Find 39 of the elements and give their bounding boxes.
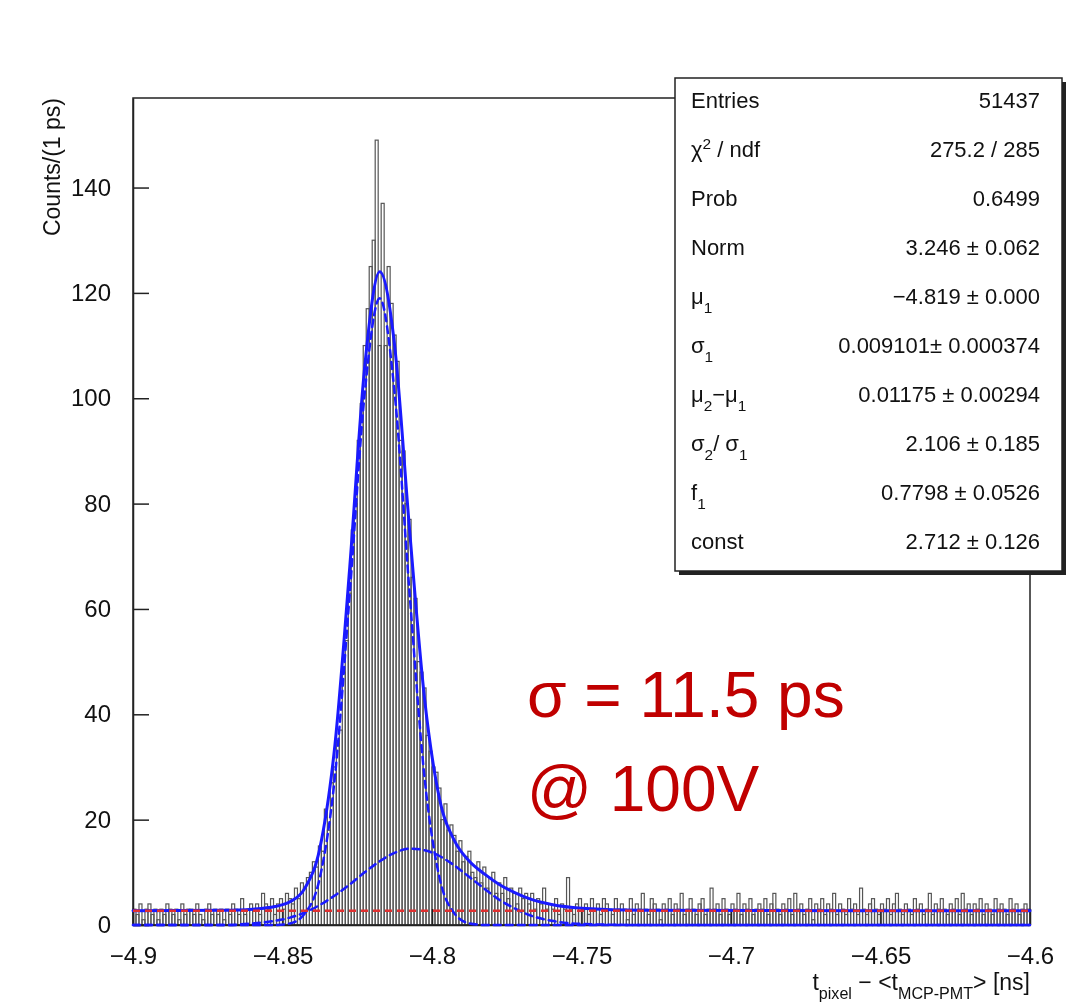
annotation: σ = 11.5 ps: [527, 659, 845, 731]
x-tick-label: −4.7: [707, 942, 756, 970]
annotation: Norm: [691, 235, 745, 260]
y-axis-title: Counts/(1 ps): [39, 98, 65, 237]
x-tick-label: −4.9: [109, 942, 158, 970]
x-tick-label: −4.8: [408, 942, 457, 970]
annotation: 0.7798 ± 0.0526: [881, 480, 1040, 505]
annotation: 2.712 ± 0.126: [905, 529, 1040, 554]
y-tick-label: 140: [70, 173, 111, 201]
annotation: 0.01175 ± 0.00294: [858, 382, 1040, 407]
annotation: 51437: [978, 88, 1040, 113]
annotation: 2.106 ± 0.185: [905, 431, 1040, 456]
x-axis-title: t$_{pixel}$ − <t$_{MCP-PMT}$> [ns]: [812, 969, 1030, 1002]
annotation: 275.2 / 285: [929, 137, 1040, 162]
annotation: μ$_{2}$−μ$_{1}$: [691, 382, 747, 414]
annotation: 3.246 ± 0.062: [905, 235, 1040, 260]
x-tick-label: −4.85: [252, 942, 314, 970]
y-tick-label: 0: [97, 911, 111, 939]
annotation: σ$_{2}$/ σ$_{1}$: [691, 431, 748, 463]
annotation: χ$^{2}$ / ndf: [691, 134, 761, 162]
y-tick-label: 120: [70, 279, 111, 307]
y-tick-label: 40: [84, 700, 111, 728]
x-tick-label: −4.6: [1006, 942, 1055, 970]
y-tick-label: 20: [84, 805, 111, 833]
x-tick-label: −4.65: [850, 942, 912, 970]
annotation: 0.009101± 0.000374: [838, 333, 1040, 358]
annotation: σ$_{1}$: [691, 333, 714, 365]
annotation: μ$_{1}$: [691, 284, 713, 316]
x-tick-label: −4.75: [551, 942, 613, 970]
y-tick-label: 80: [84, 489, 111, 517]
annotation: Prob: [691, 186, 738, 211]
annotation: −4.819 ± 0.000: [892, 284, 1040, 309]
annotation: 0.6499: [972, 186, 1040, 211]
y-tick-label: 100: [70, 384, 111, 412]
y-tick-label: 60: [84, 595, 111, 623]
annotation: const: [691, 529, 744, 554]
annotation: Entries: [691, 88, 760, 113]
annotation: f$_{1}$: [691, 480, 706, 512]
annotation: @ 100V: [527, 753, 760, 825]
